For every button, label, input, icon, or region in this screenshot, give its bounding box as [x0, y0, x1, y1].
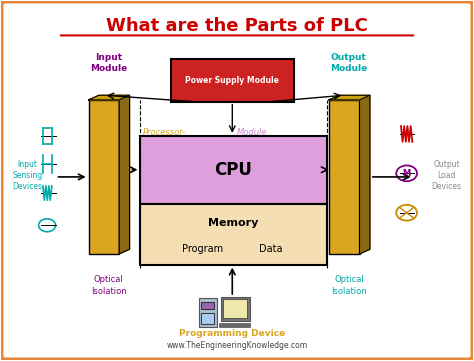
Text: Power Supply Module: Power Supply Module: [185, 76, 279, 85]
Text: Optical
Isolation: Optical Isolation: [91, 275, 127, 296]
Text: Module: Module: [237, 128, 267, 137]
Text: Output
Module: Output Module: [330, 53, 367, 73]
FancyBboxPatch shape: [171, 59, 293, 102]
FancyBboxPatch shape: [223, 299, 247, 318]
Text: Data: Data: [259, 244, 283, 253]
Text: Output
Load
Devices: Output Load Devices: [432, 160, 462, 191]
FancyBboxPatch shape: [199, 298, 217, 327]
Text: CPU: CPU: [215, 161, 252, 179]
FancyBboxPatch shape: [220, 297, 250, 321]
Text: Program: Program: [182, 244, 223, 253]
Polygon shape: [329, 95, 370, 100]
Text: www.TheEngineeringKnowledge.com: www.TheEngineeringKnowledge.com: [166, 342, 308, 351]
FancyBboxPatch shape: [329, 100, 359, 254]
FancyBboxPatch shape: [201, 313, 214, 324]
Text: Input
Sensing
Devices: Input Sensing Devices: [12, 160, 43, 191]
Text: What are the Parts of PLC: What are the Parts of PLC: [106, 17, 368, 35]
Text: Processor-: Processor-: [143, 128, 186, 137]
Text: M: M: [402, 169, 411, 178]
FancyBboxPatch shape: [89, 100, 119, 254]
FancyBboxPatch shape: [201, 301, 214, 309]
Polygon shape: [359, 95, 370, 254]
Text: Optical
Isolation: Optical Isolation: [331, 275, 367, 296]
Polygon shape: [119, 95, 129, 254]
FancyBboxPatch shape: [140, 136, 327, 204]
Polygon shape: [89, 95, 129, 100]
Text: Memory: Memory: [208, 218, 259, 229]
Text: Input
Module: Input Module: [90, 53, 127, 73]
Text: Programming Device: Programming Device: [179, 329, 285, 338]
FancyBboxPatch shape: [140, 204, 327, 265]
FancyBboxPatch shape: [219, 323, 250, 327]
